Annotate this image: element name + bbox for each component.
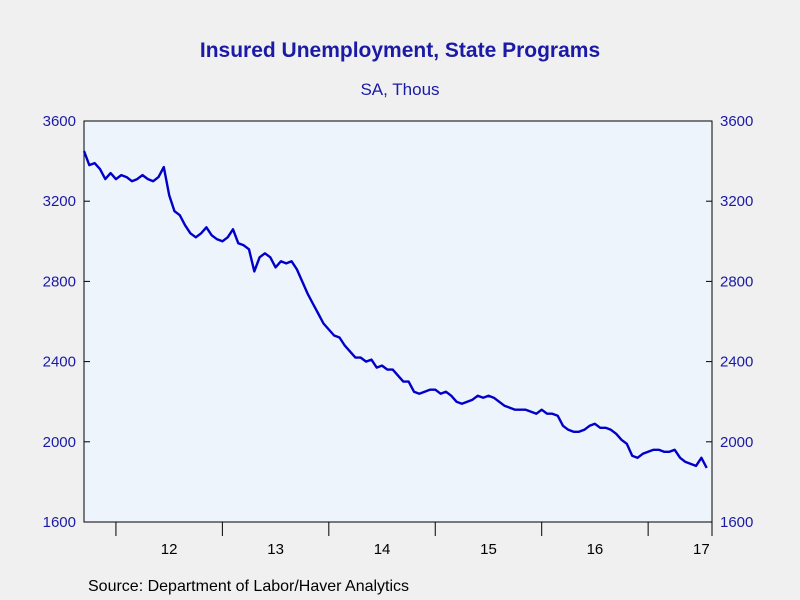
y-tick-label-left: 1600 [43, 514, 76, 531]
y-tick-label-right: 2800 [720, 273, 753, 290]
y-tick-label-right: 2400 [720, 354, 753, 371]
x-tick-label: 14 [374, 541, 391, 558]
plot-area [83, 120, 713, 523]
y-tick-label-right: 3600 [720, 113, 753, 130]
x-tick-label: 13 [267, 541, 284, 558]
chart-title: Insured Unemployment, State Programs [199, 39, 601, 62]
x-tick-label: 17 [693, 541, 710, 558]
y-tick-label-left: 3600 [43, 113, 76, 130]
y-tick-label-right: 3200 [720, 193, 753, 210]
y-tick-label-left: 2000 [43, 434, 76, 451]
y-tick-label-left: 2800 [43, 273, 76, 290]
x-tick-label: 15 [480, 541, 497, 558]
y-tick-label-left: 3200 [43, 193, 76, 210]
chart-subtitle: SA, Thous [360, 80, 440, 99]
axis-labels: 1600 1600 2000 2000 2400 2400 2800 2800 3200 3200… [43, 113, 754, 558]
series-line [82, 150, 708, 469]
x-tick-label: 12 [161, 541, 178, 558]
y-tick-label-right: 2000 [720, 434, 753, 451]
axis-ticks [84, 120, 713, 536]
y-tick-label-left: 2400 [43, 354, 76, 371]
source-note: Source: Department of Labor/Haver Analyt… [88, 578, 410, 595]
y-tick-label-right: 1600 [720, 514, 753, 531]
x-tick-label: 16 [587, 541, 604, 558]
